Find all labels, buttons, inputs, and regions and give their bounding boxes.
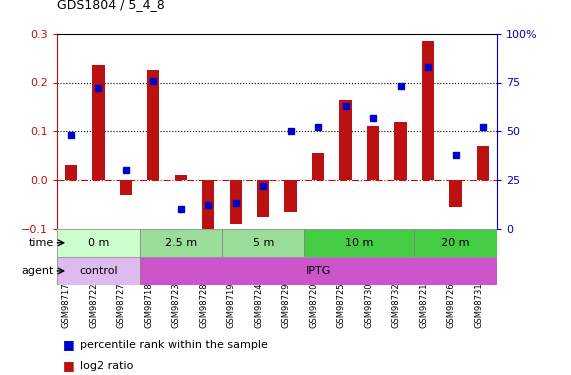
Bar: [449, 180, 462, 207]
Text: 5 m: 5 m: [252, 238, 274, 248]
Bar: [284, 180, 297, 212]
Text: time: time: [29, 238, 54, 248]
Text: agent: agent: [22, 266, 54, 276]
Bar: [92, 65, 104, 180]
Text: log2 ratio: log2 ratio: [80, 361, 133, 370]
Bar: [367, 126, 379, 180]
Text: 10 m: 10 m: [345, 238, 373, 248]
Bar: [222, 229, 304, 257]
Bar: [57, 229, 139, 257]
Text: ■: ■: [63, 359, 75, 372]
Text: GSM98720: GSM98720: [309, 282, 318, 328]
Text: ■: ■: [63, 339, 75, 351]
Text: GSM98718: GSM98718: [144, 282, 153, 328]
Text: GSM98732: GSM98732: [392, 282, 401, 328]
Bar: [139, 257, 497, 285]
Bar: [395, 122, 407, 180]
Bar: [119, 180, 132, 195]
Text: control: control: [79, 266, 118, 276]
Bar: [304, 229, 415, 257]
Text: IPTG: IPTG: [305, 266, 331, 276]
Text: GSM98723: GSM98723: [172, 282, 181, 328]
Text: 0 m: 0 m: [87, 238, 109, 248]
Text: 2.5 m: 2.5 m: [164, 238, 197, 248]
Text: GDS1804 / 5_4_8: GDS1804 / 5_4_8: [57, 0, 165, 11]
Text: GSM98727: GSM98727: [117, 282, 126, 328]
Text: GSM98725: GSM98725: [337, 282, 345, 328]
Bar: [312, 153, 324, 180]
Bar: [139, 229, 222, 257]
Text: GSM98719: GSM98719: [227, 282, 236, 328]
Text: percentile rank within the sample: percentile rank within the sample: [80, 340, 268, 350]
Bar: [175, 175, 187, 180]
Bar: [415, 229, 497, 257]
Text: GSM98721: GSM98721: [419, 282, 428, 328]
Bar: [230, 180, 242, 224]
Text: GSM98722: GSM98722: [89, 282, 98, 328]
Bar: [339, 100, 352, 180]
Text: 20 m: 20 m: [441, 238, 470, 248]
Bar: [147, 70, 159, 180]
Bar: [422, 41, 435, 180]
Bar: [57, 257, 139, 285]
Bar: [257, 180, 270, 217]
Text: GSM98731: GSM98731: [474, 282, 483, 328]
Text: GSM98729: GSM98729: [282, 282, 291, 328]
Bar: [477, 146, 489, 180]
Bar: [202, 180, 215, 236]
Text: GSM98730: GSM98730: [364, 282, 373, 328]
Bar: [65, 165, 77, 180]
Text: GSM98726: GSM98726: [447, 282, 456, 328]
Text: GSM98724: GSM98724: [254, 282, 263, 328]
Text: GSM98717: GSM98717: [62, 282, 71, 328]
Text: GSM98728: GSM98728: [199, 282, 208, 328]
